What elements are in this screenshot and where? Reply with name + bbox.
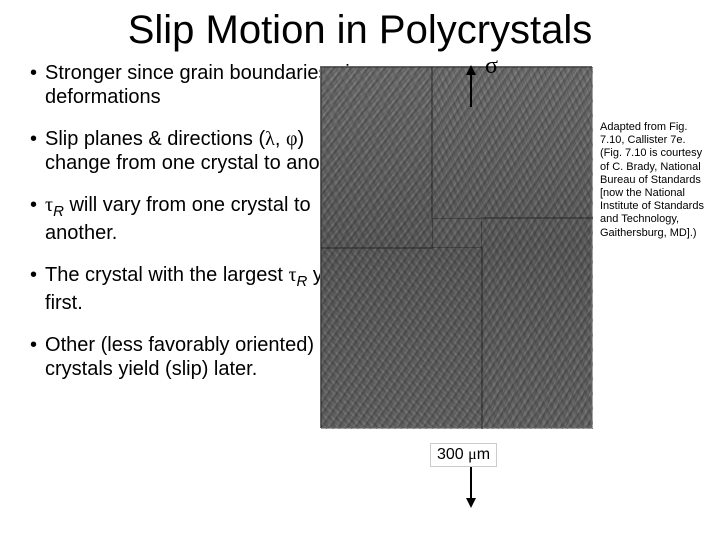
bullet-2-pre: Slip planes & directions ( [45,128,265,150]
micrograph-image [320,66,592,428]
bullet-dot: • [30,193,37,245]
bullet-5: • Other (less favorably oriented) crysta… [30,333,370,381]
bullet-4: • The crystal with the largest τR yields… [30,263,370,315]
bullet-2: • Slip planes & directions (λ, φ) change… [30,127,370,175]
stress-arrow-down-icon [470,466,472,506]
phi-symbol: φ [286,128,298,150]
bullet-list: • Stronger since grain boundaries pin de… [30,61,370,399]
bullet-3-post: will vary from one crystal to another. [45,194,311,244]
bullet-1: • Stronger since grain boundaries pin de… [30,61,370,109]
grain-region [431,67,593,219]
slide-content: • Stronger since grain boundaries pin de… [0,61,720,531]
bullet-dot: • [30,61,37,109]
sub-r-2: R [297,273,308,290]
scale-bar-label: 300 μm [430,443,497,467]
stress-arrow-up-icon [470,67,472,107]
sub-r: R [53,203,64,220]
grain-region [321,67,433,249]
grain-region [321,247,483,429]
bullet-4-pre: The crystal with the largest [45,264,288,286]
slide-title: Slip Motion in Polycrystals [0,8,720,53]
tau-symbol-2: τ [288,264,296,286]
grain-region [481,217,593,429]
bullet-dot: • [30,263,37,315]
bullet-dot: • [30,333,37,381]
bullet-3: • τR will vary from one crystal to anoth… [30,193,370,245]
scale-value: 300 [437,446,468,463]
bullet-dot: • [30,127,37,175]
lambda-symbol: λ [265,128,275,150]
micrograph-figure [320,66,590,496]
mu-symbol: μ [468,446,477,463]
scale-unit: m [477,446,490,463]
sigma-top-label: σ [485,53,498,80]
tau-symbol: τ [45,194,53,216]
figure-caption: Adapted from Fig. 7.10, Callister 7e. (F… [600,121,710,240]
